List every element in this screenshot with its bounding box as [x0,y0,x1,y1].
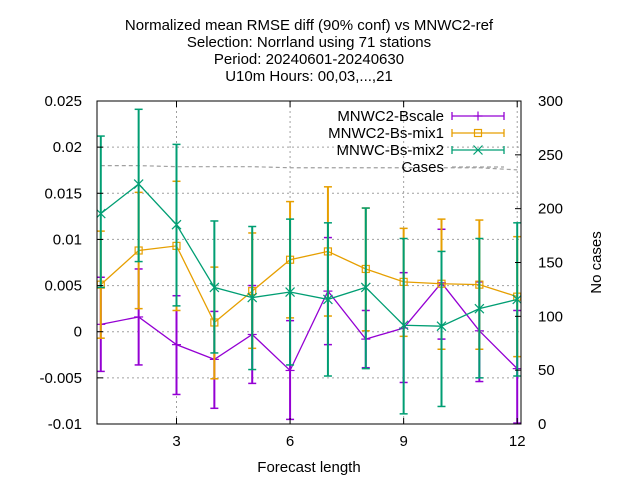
series-line [100,183,518,327]
y2-tick-label: 100 [538,308,563,325]
legend-label: MNWC2-Bs-mix1 [328,125,444,142]
data-point [171,219,182,230]
data-point [398,320,409,331]
legend-marker-b [473,145,483,155]
data-point [209,282,220,293]
series-2 [97,108,521,415]
y2-tick-label: 0 [538,416,546,433]
data-point [512,294,521,305]
y2-tick-label: 150 [538,255,563,272]
data-point [134,312,144,322]
chart-title-line: Normalized mean RMSE diff (90% conf) vs … [125,17,494,34]
legend-label-cases: Cases [401,159,444,176]
series-1 [97,180,521,380]
legend-marker [473,145,483,155]
data-point [172,340,181,350]
y-tick-label: 0.01 [53,231,82,248]
data-point-b [360,282,371,293]
y-tick-label: -0.005 [39,370,82,387]
y-tick-label: 0.015 [44,185,82,202]
x-axis-label: Forecast length [257,459,360,476]
data-point-b [323,294,333,305]
legend-label: MNWC2-Bscale [337,108,444,125]
data-point [97,208,106,219]
x-tick-label: 9 [399,433,407,450]
cases-line [100,165,518,171]
data-point-b [97,208,106,219]
x-tick-label: 6 [286,433,294,450]
y-tick-label: -0.01 [48,416,82,433]
series-0 [97,228,521,424]
legend-marker [473,111,483,121]
y-tick-label: 0 [74,324,82,341]
chart-title: Normalized mean RMSE diff (90% conf) vs … [125,17,494,85]
data-point-b [285,287,295,297]
y-tick-label: 0.025 [44,93,82,110]
y-tick-label: 0.02 [53,139,82,156]
data-point-b [398,320,409,331]
chart-title-line: Period: 20240601-20240630 [214,51,404,68]
series-layer [97,108,521,424]
data-point [285,287,295,297]
data-point-b [512,294,521,305]
data-point-b [209,282,220,293]
y2-tick-label: 300 [538,93,563,110]
x-tick-label: 3 [172,433,180,450]
data-point-b [247,292,258,303]
y2-axis-label: No cases [588,231,605,294]
data-point [285,365,295,375]
y2-tick-label: 50 [538,362,555,379]
y-tick-label: 0.005 [44,278,82,295]
data-point-b [474,303,485,314]
data-point [247,292,258,303]
data-point [323,294,333,305]
x-tick-label: 12 [509,433,526,450]
data-point-b [133,179,144,189]
series-line [100,245,518,324]
legend-label: MNWC-Bs-mix2 [337,142,444,159]
data-point-b [171,219,182,230]
data-point-b [436,321,447,332]
legend-marker [473,128,483,138]
legend: MNWC2-BscaleMNWC2-Bs-mix1MNWC-Bs-mix2Cas… [328,108,505,176]
data-point [436,321,447,332]
y2-tick-label: 250 [538,147,563,164]
data-point [474,303,485,314]
data-point [360,282,371,293]
chart-title-line: Selection: Norrland using 71 stations [187,34,431,51]
y2-tick-label: 200 [538,201,563,218]
chart-title-line: U10m Hours: 00,03,...,21 [225,68,393,85]
axes: 3 6 9 12 -0.01 -0.005 0 0.005 0.01 0.015 0.02 0.025… [39,93,563,450]
series-line [100,281,518,372]
data-point [133,179,144,189]
